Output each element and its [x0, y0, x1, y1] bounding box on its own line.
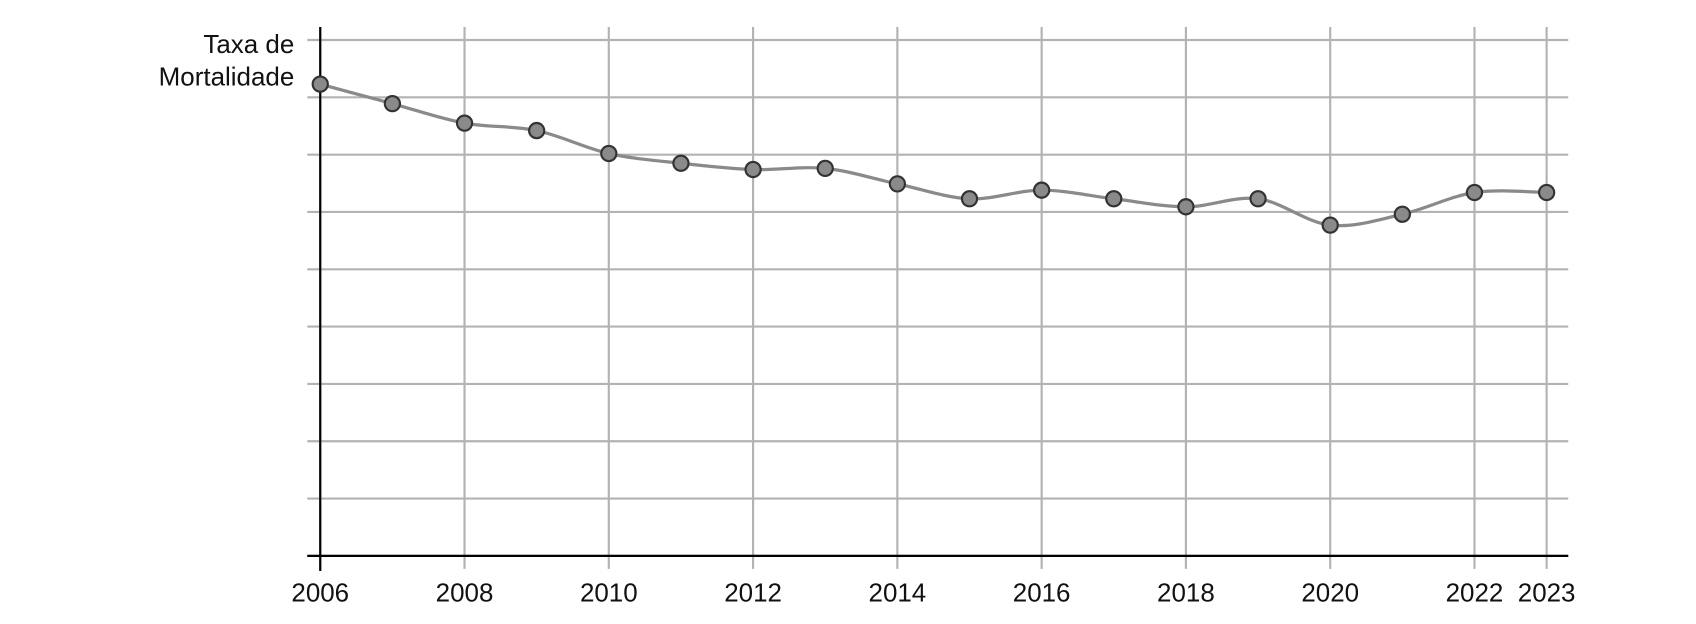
- x-tick-label: 2016: [1013, 579, 1071, 607]
- marker: [960, 190, 979, 208]
- x-tick-label: 2018: [1157, 579, 1215, 607]
- marker: [744, 160, 762, 179]
- marker: [455, 114, 474, 132]
- marker: [311, 75, 329, 93]
- x-tick-label: 2023: [1518, 579, 1576, 607]
- marker: [1537, 183, 1556, 202]
- marker: [528, 121, 546, 140]
- x-tick-label: 2012: [724, 579, 782, 607]
- marker: [600, 144, 618, 163]
- x-tick-label: 2020: [1301, 579, 1359, 607]
- marker: [1032, 181, 1051, 199]
- y-axis-label-box: Taxa de Mortalidade: [158, 30, 295, 92]
- marker: [1249, 190, 1267, 208]
- x-tick-label: 2014: [869, 579, 927, 607]
- x-tick-label: 2006: [291, 579, 349, 607]
- x-tick-label: 2010: [580, 579, 638, 607]
- marker: [816, 159, 834, 178]
- marker: [1177, 198, 1195, 216]
- x-tick-label: 2022: [1446, 579, 1504, 607]
- x-tick-label: 2008: [436, 579, 494, 607]
- y-axis-label: Taxa de Mortalidade: [158, 30, 295, 92]
- marker: [1465, 183, 1484, 202]
- marker: [888, 175, 907, 193]
- marker: [1393, 205, 1411, 223]
- marker: [1321, 216, 1339, 234]
- marker: [1105, 190, 1123, 208]
- marker: [383, 94, 402, 113]
- marker: [672, 154, 690, 172]
